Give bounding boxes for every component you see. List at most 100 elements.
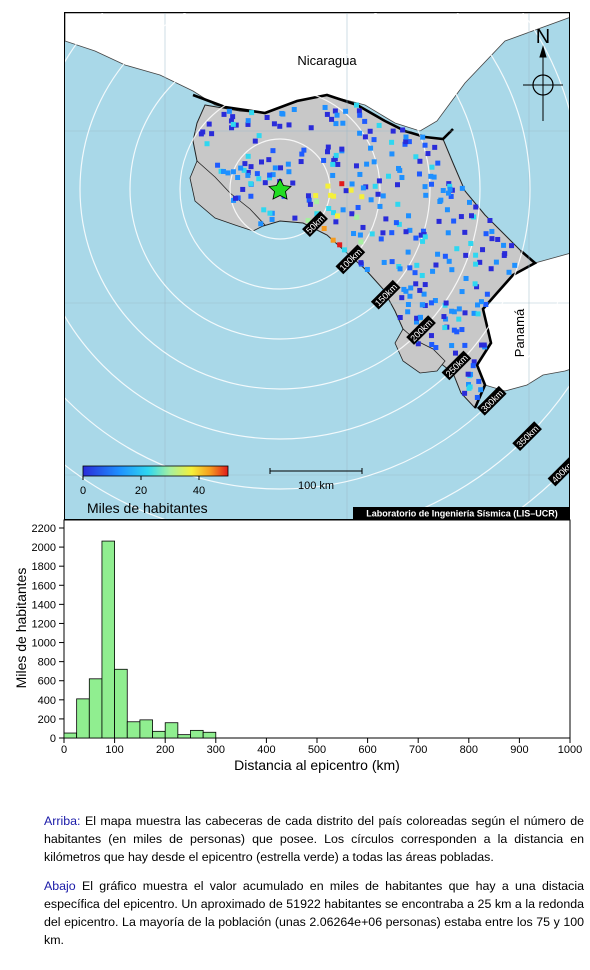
x-tick-label: 100 xyxy=(105,744,123,756)
district-dot xyxy=(335,213,341,219)
district-dot xyxy=(495,236,501,242)
osa-peninsula xyxy=(394,328,446,374)
district-dot xyxy=(325,149,331,155)
district-dot xyxy=(433,345,439,351)
district-dot xyxy=(416,171,422,177)
y-tick-label: 0 xyxy=(50,733,56,745)
district-dot xyxy=(381,259,387,265)
district-dot xyxy=(407,293,413,299)
district-dot xyxy=(328,192,334,198)
district-dot xyxy=(267,210,273,216)
district-dot xyxy=(413,319,419,325)
district-dot xyxy=(355,204,361,210)
district-dot xyxy=(331,210,337,216)
district-dot xyxy=(351,231,357,237)
district-dot xyxy=(256,133,262,139)
histogram-bar xyxy=(164,722,179,739)
x-tick-label: 600 xyxy=(358,744,376,756)
district-dot xyxy=(321,226,327,232)
district-dot xyxy=(331,193,337,199)
district-dot xyxy=(468,240,474,246)
district-dot xyxy=(422,184,428,190)
district-dot xyxy=(230,114,236,120)
district-dot xyxy=(402,141,408,147)
district-dot xyxy=(248,181,254,187)
district-dot xyxy=(403,139,409,145)
district-dot xyxy=(272,165,278,171)
district-dot xyxy=(357,232,363,238)
district-dot xyxy=(385,173,391,179)
distance-ring xyxy=(179,88,381,290)
country-label-panama: Panamá xyxy=(512,308,527,357)
district-dot xyxy=(368,145,374,151)
district-dot xyxy=(292,215,298,221)
district-dot xyxy=(489,236,495,242)
district-dot xyxy=(406,139,412,145)
histogram-bars xyxy=(63,540,217,739)
district-dot xyxy=(341,247,347,253)
histogram-bar xyxy=(202,731,217,739)
x-tick-label: 400 xyxy=(257,744,275,756)
district-dot xyxy=(405,249,411,255)
district-dot xyxy=(420,302,426,308)
district-dot xyxy=(278,165,284,171)
district-dot xyxy=(325,183,331,189)
district-dot xyxy=(462,310,468,316)
colorbar-tick-40: 40 xyxy=(193,485,205,497)
district-dot xyxy=(447,186,453,192)
y-tick-label: 200 xyxy=(38,714,56,726)
district-dot xyxy=(405,309,411,315)
district-dot xyxy=(377,203,383,209)
district-dot xyxy=(413,154,419,160)
district-dot xyxy=(414,262,420,268)
district-dot xyxy=(471,359,477,365)
district-dot xyxy=(397,315,403,321)
district-dot xyxy=(371,137,377,143)
district-dot xyxy=(465,371,471,377)
district-dot xyxy=(358,239,364,245)
district-dot xyxy=(454,246,460,252)
district-dot xyxy=(429,181,435,187)
caption-bottom-label: Abajo xyxy=(44,879,76,893)
district-dot xyxy=(353,102,359,108)
district-dot xyxy=(277,123,283,129)
colorbar xyxy=(82,465,229,480)
histogram-bar xyxy=(177,734,191,739)
district-dot xyxy=(256,176,262,182)
district-dot xyxy=(414,315,420,321)
district-dot xyxy=(415,341,421,347)
district-dot xyxy=(220,168,226,174)
histogram-bar xyxy=(152,730,166,739)
district-dot xyxy=(423,192,429,198)
district-dot xyxy=(209,131,215,137)
y-tick-label: 1000 xyxy=(32,638,56,650)
district-dot xyxy=(343,108,349,114)
district-dot xyxy=(438,197,444,203)
district-dot xyxy=(269,216,275,222)
district-dot xyxy=(475,302,481,308)
district-dot xyxy=(241,167,247,173)
district-dot xyxy=(325,144,331,150)
district-dot xyxy=(333,121,339,127)
district-dot xyxy=(332,108,338,114)
district-dot xyxy=(449,343,455,349)
district-dot xyxy=(238,165,244,171)
district-dot xyxy=(360,185,366,191)
district-dot xyxy=(463,275,469,281)
district-dot xyxy=(454,329,460,335)
district-dot xyxy=(368,197,374,203)
district-dot xyxy=(422,234,428,240)
district-dot xyxy=(286,122,292,128)
north-arrow-label: N xyxy=(536,26,550,48)
district-dot xyxy=(472,281,478,287)
district-dot xyxy=(228,118,234,124)
district-dot xyxy=(397,266,403,272)
scale-bar-label: 100 km xyxy=(298,480,334,492)
district-dot xyxy=(431,174,437,180)
district-dot xyxy=(440,187,446,193)
histogram-bar xyxy=(63,732,78,739)
district-dot xyxy=(420,134,426,140)
district-dot xyxy=(444,207,450,213)
x-tick-label: 500 xyxy=(308,744,326,756)
caption-top-label: Arriba: xyxy=(44,814,81,828)
